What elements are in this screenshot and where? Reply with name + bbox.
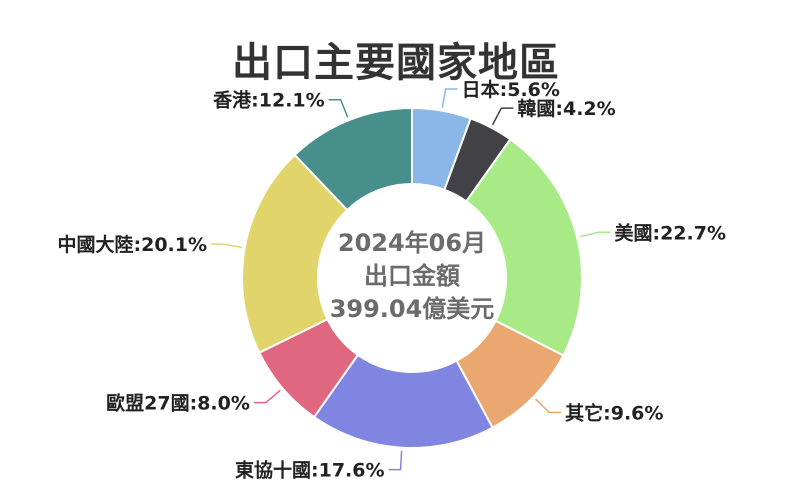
- center-text: 2024年06月 出口金額 399.04億美元: [330, 229, 495, 323]
- leader-line-4: [388, 450, 403, 471]
- center-line-3: 399.04億美元: [330, 295, 495, 323]
- slice-2[interactable]: [464, 137, 583, 357]
- leader-line-1: [491, 107, 514, 126]
- slice-label-5: 歐盟27國:8.0%: [106, 392, 250, 415]
- center-line-2: 出口金額: [364, 262, 460, 290]
- center-line-1: 2024年06月: [338, 229, 486, 257]
- slice-label-6: 中國大陸:20.1%: [58, 233, 208, 256]
- leader-line-5: [253, 389, 281, 404]
- slice-label-0: 日本:5.6%: [462, 78, 560, 101]
- leader-line-0: [441, 88, 458, 108]
- slice-label-7: 香港:12.1%: [212, 90, 325, 112]
- slice-label-1: 韓國:4.2%: [517, 97, 615, 120]
- slice-label-4: 東協十國:17.6%: [235, 459, 385, 482]
- slice-7[interactable]: [293, 106, 413, 212]
- leader-line-7: [328, 98, 349, 118]
- leader-line-6: [211, 243, 242, 249]
- chart-title: 出口主要國家地區: [232, 40, 560, 86]
- leader-line-2: [579, 231, 611, 238]
- slice-label-3: 其它:9.6%: [565, 401, 663, 424]
- leader-line-3: [535, 398, 562, 414]
- slice-label-2: 美國:22.7%: [614, 221, 726, 244]
- slice-4[interactable]: [312, 353, 494, 449]
- slice-6[interactable]: [241, 153, 349, 354]
